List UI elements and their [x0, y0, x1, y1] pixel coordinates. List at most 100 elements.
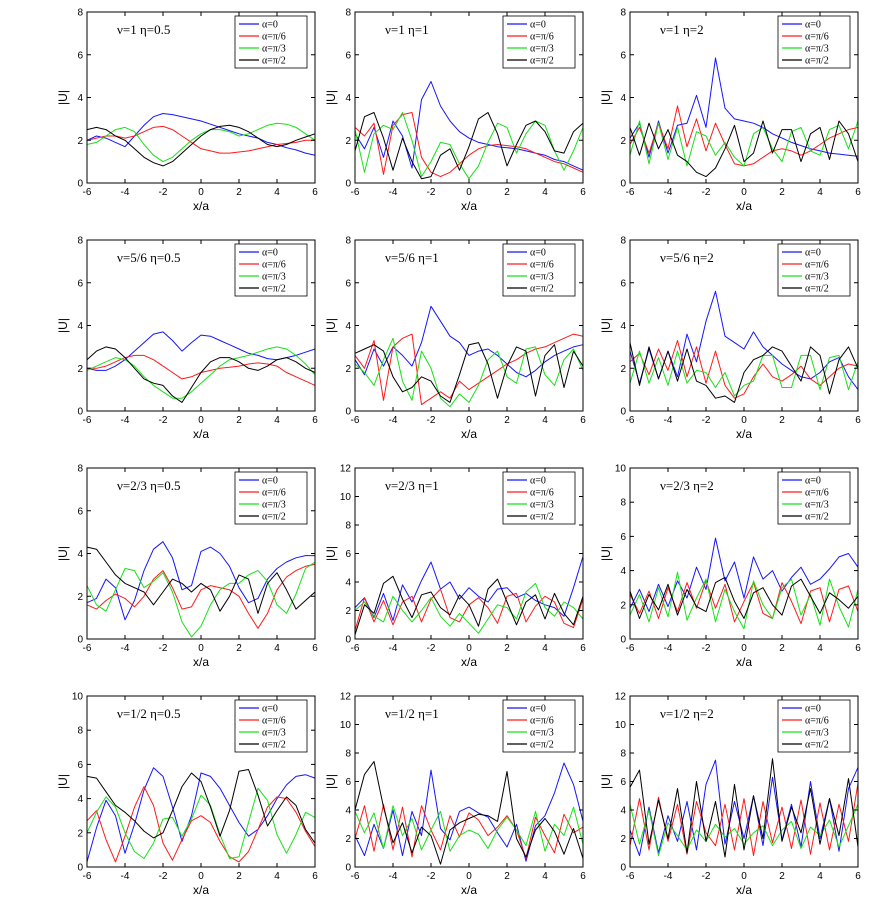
y-tick-label: 0 — [620, 407, 626, 418]
x-tick-label: -4 — [121, 187, 130, 198]
y-tick-label: 6 — [345, 777, 351, 788]
x-axis-label: x/a — [461, 199, 477, 213]
y-tick-label: 0 — [345, 407, 351, 418]
legend-label: α=0 — [530, 248, 546, 259]
legend-label: α=π/3 — [530, 272, 554, 283]
y-tick-label: 8 — [620, 236, 626, 247]
legend-label: α=π/3 — [805, 44, 829, 55]
series-line — [86, 124, 316, 167]
legend-label: α=π/3 — [530, 728, 554, 739]
series-line — [354, 582, 584, 634]
panel-title: ν=1/2 η=2 — [660, 706, 714, 721]
x-tick-label: 0 — [741, 415, 747, 426]
legend-label: α=π/6 — [805, 32, 829, 43]
x-tick-label: -4 — [664, 643, 673, 654]
y-tick-label: 2 — [77, 592, 83, 603]
y-axis-label: |U| — [56, 774, 70, 789]
legend-box — [777, 471, 851, 525]
x-tick-label: -4 — [389, 871, 398, 882]
series-line — [354, 761, 584, 865]
x-tick-label: -2 — [427, 415, 436, 426]
x-tick-label: 0 — [741, 643, 747, 654]
series-line — [86, 122, 316, 163]
series-line — [86, 769, 316, 844]
x-axis-label: x/a — [193, 883, 209, 897]
x-tick-label: 0 — [466, 871, 472, 882]
series-line — [86, 541, 315, 621]
x-tick-label: -6 — [351, 871, 360, 882]
y-tick-label: 8 — [620, 498, 626, 509]
y-tick-label: 0 — [77, 863, 83, 874]
x-tick-label: 6 — [312, 187, 318, 198]
y-tick-label: 0 — [620, 635, 626, 646]
series-line — [86, 563, 316, 629]
series-line — [86, 786, 316, 863]
legend-box — [502, 15, 576, 69]
chart-panel: -6 -4 -2 0 2 4 6 0 2 4 6 8 x/a |U| ν=2/3 η=0.5 α=0α=π/6… — [56, 464, 318, 670]
y-tick-label: 8 — [620, 749, 626, 760]
y-tick-label: 8 — [77, 464, 83, 475]
y-tick-label: 10 — [340, 720, 352, 731]
legend-box — [502, 243, 576, 297]
series-line — [354, 333, 584, 406]
legend-box — [234, 15, 308, 69]
y-tick-label: 0 — [345, 635, 351, 646]
legend-label: α=0 — [530, 20, 546, 31]
x-tick-label: -4 — [664, 415, 673, 426]
x-tick-label: 0 — [198, 643, 204, 654]
x-tick-label: 6 — [312, 871, 318, 882]
y-tick-label: 4 — [345, 578, 351, 589]
legend-label: α=π/2 — [805, 740, 829, 751]
legend-box — [234, 471, 308, 525]
series-line — [354, 81, 584, 171]
series-line — [354, 342, 584, 403]
legend-label: α=0 — [805, 248, 821, 259]
series-line — [354, 803, 584, 859]
legend-label: α=π/6 — [530, 488, 554, 499]
y-axis-label: |U| — [599, 546, 613, 561]
x-tick-label: 6 — [855, 415, 861, 426]
series-line — [629, 340, 859, 399]
x-tick-label: 4 — [274, 415, 280, 426]
y-tick-label: 10 — [615, 720, 627, 731]
x-tick-label: 6 — [580, 187, 586, 198]
panel-title: ν=1 η=1 — [385, 22, 429, 37]
y-tick-label: 4 — [77, 93, 83, 104]
x-tick-label: -2 — [702, 415, 711, 426]
legend-box — [502, 699, 576, 753]
legend-label: α=0 — [530, 704, 546, 715]
legend-box — [777, 699, 851, 753]
y-tick-label: 2 — [345, 136, 351, 147]
y-tick-label: 2 — [620, 834, 626, 845]
x-tick-label: 2 — [236, 871, 242, 882]
y-tick-label: 6 — [345, 549, 351, 560]
x-tick-label: 0 — [741, 187, 747, 198]
y-tick-label: 2 — [345, 606, 351, 617]
x-tick-label: -6 — [626, 415, 635, 426]
legend-label: α=π/6 — [262, 32, 286, 43]
series-line — [629, 105, 859, 167]
y-tick-label: 0 — [620, 863, 626, 874]
legend-label: α=π/6 — [805, 488, 829, 499]
series-line — [86, 346, 316, 399]
legend-label: α=π/2 — [805, 284, 829, 295]
y-tick-label: 8 — [620, 8, 626, 19]
legend-label: α=π/6 — [805, 260, 829, 271]
y-tick-label: 4 — [77, 794, 83, 805]
y-axis-label: |U| — [324, 90, 338, 105]
x-axis-label: x/a — [461, 883, 477, 897]
x-tick-label: 0 — [466, 643, 472, 654]
x-tick-label: -4 — [121, 415, 130, 426]
y-tick-label: 2 — [620, 136, 626, 147]
panel-title: ν=5/6 η=1 — [385, 250, 439, 265]
y-axis-label: |U| — [599, 90, 613, 105]
x-tick-label: -6 — [626, 871, 635, 882]
legend-label: α=π/3 — [262, 728, 286, 739]
x-tick-label: 4 — [817, 187, 823, 198]
y-tick-label: 2 — [345, 364, 351, 375]
series-line — [629, 782, 859, 857]
x-tick-label: 2 — [504, 415, 510, 426]
